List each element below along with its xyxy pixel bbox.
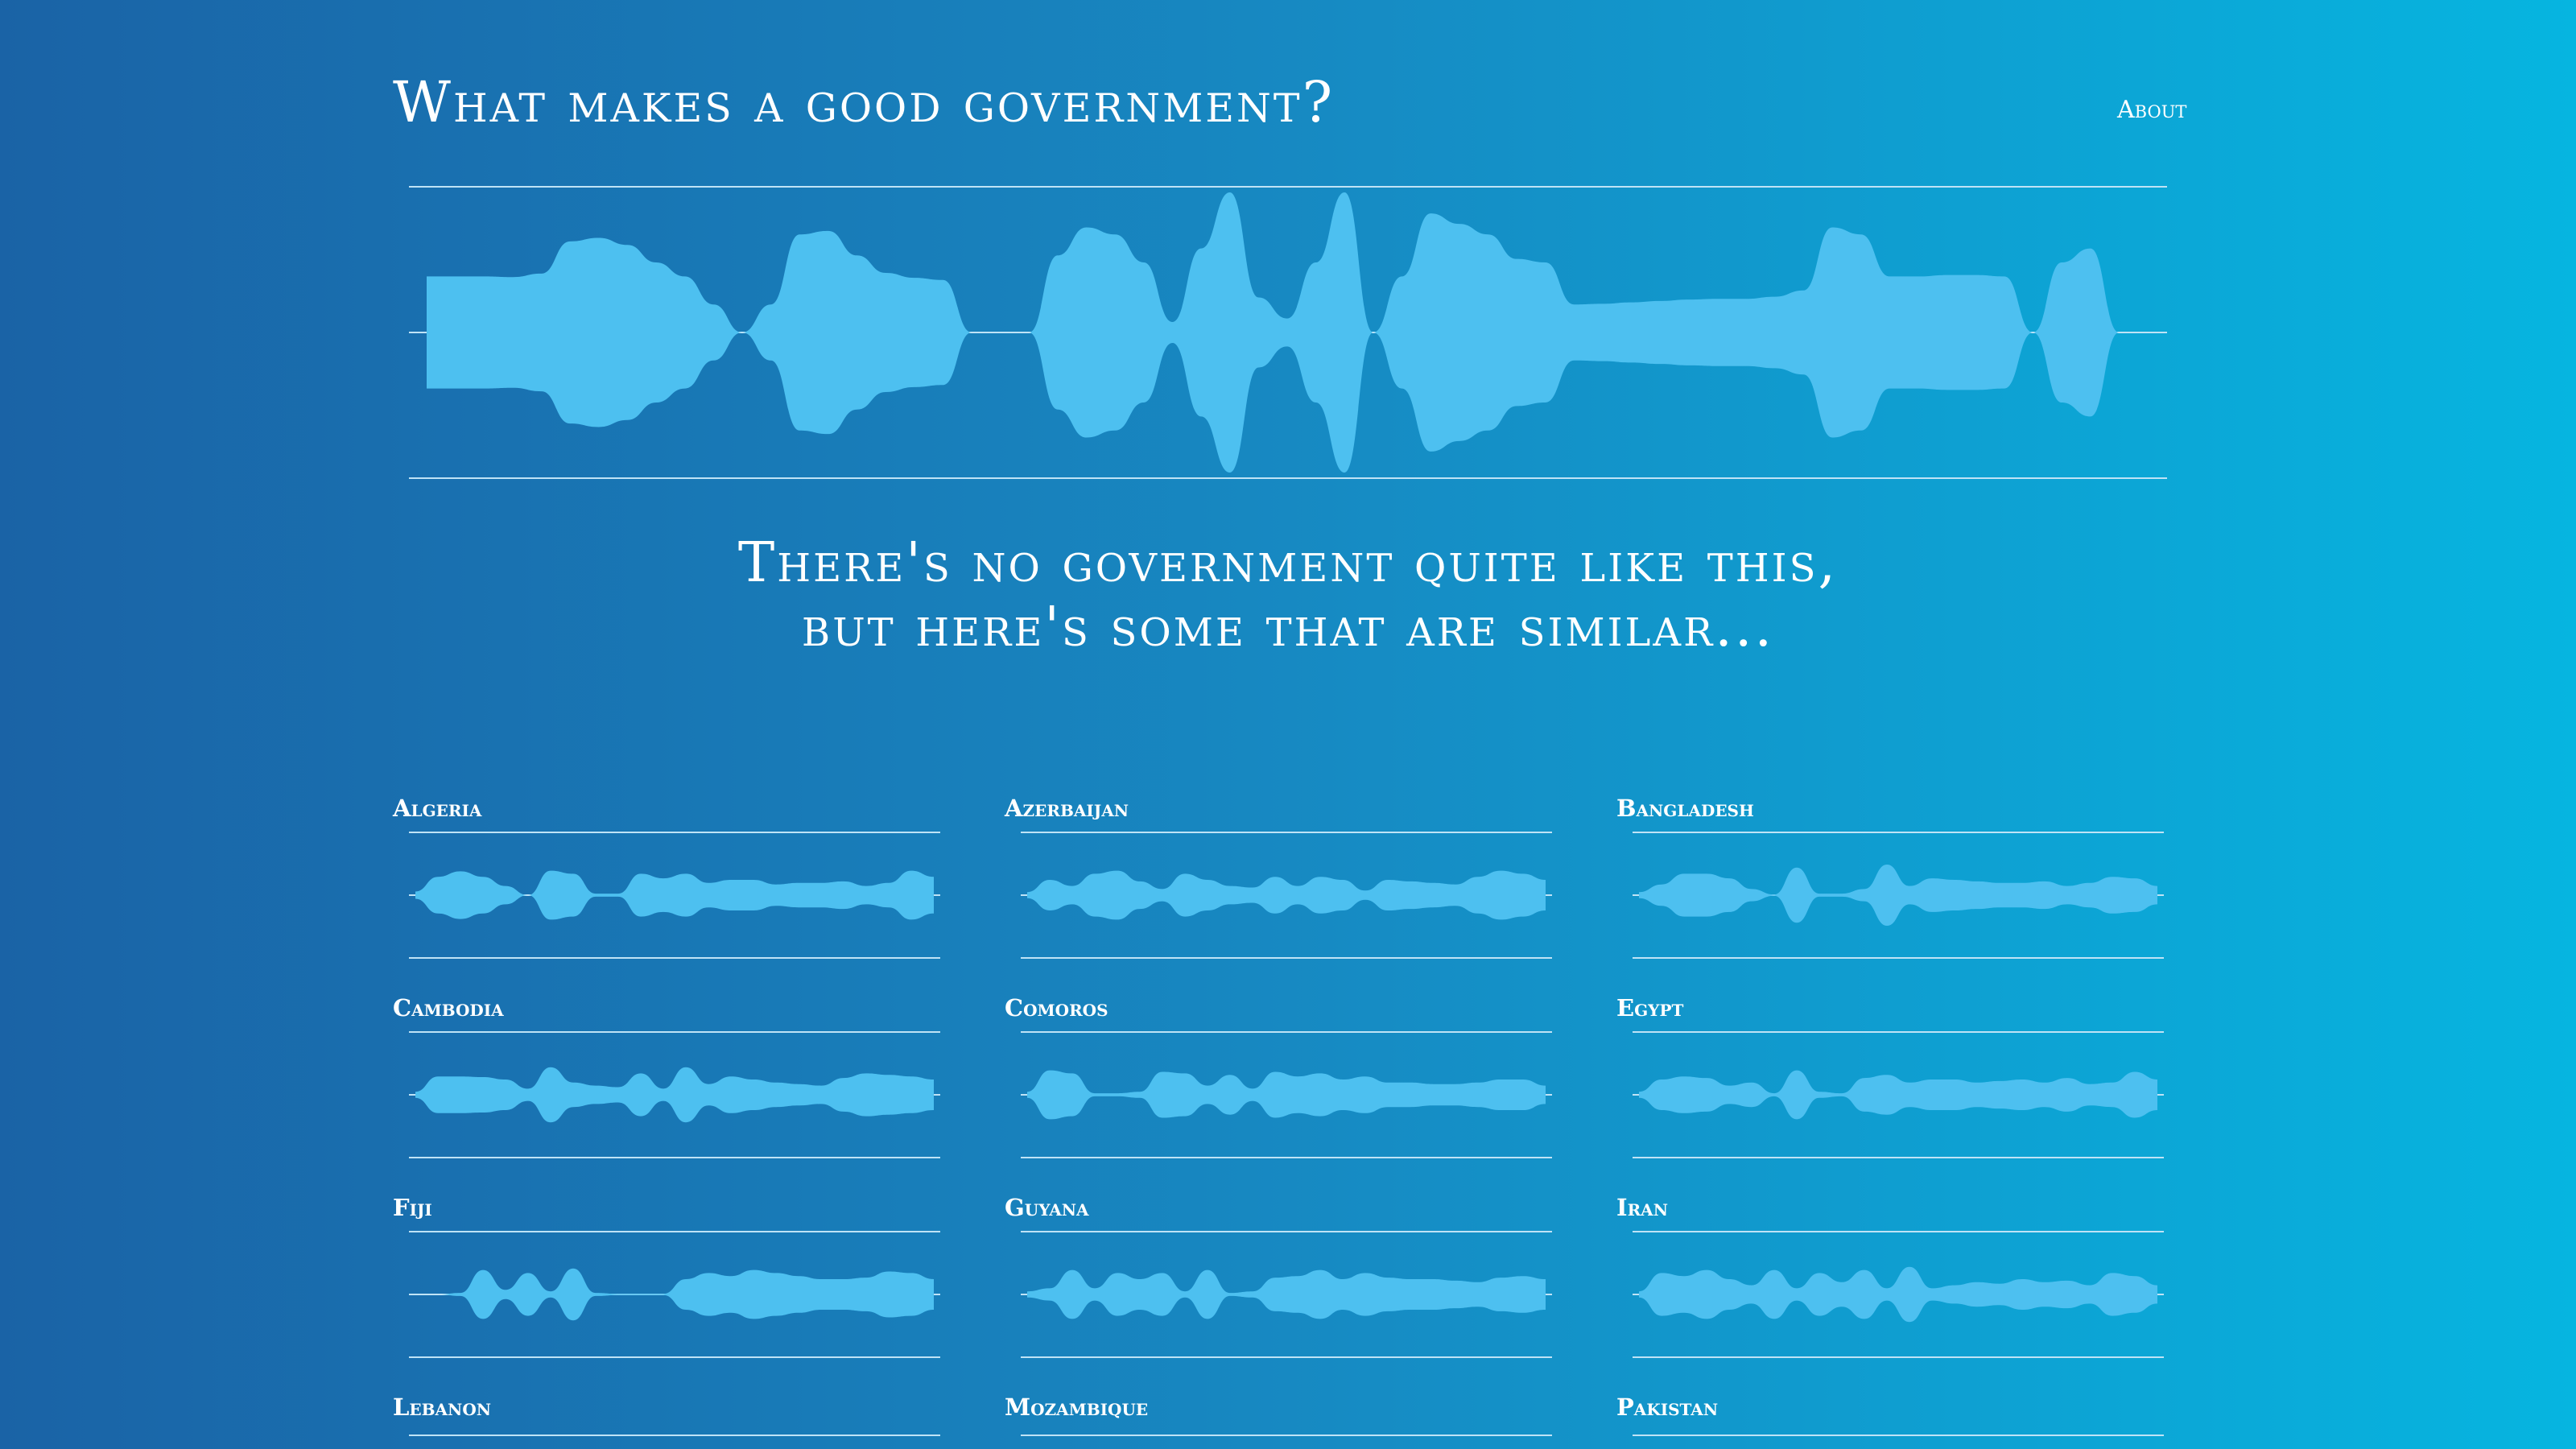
waveform-svg: [1633, 832, 2164, 959]
country-waveform: [409, 1430, 940, 1438]
country-name: Bangladesh: [1616, 795, 1754, 822]
waveform-svg: [409, 1231, 940, 1358]
country-name: Fiji: [393, 1194, 432, 1221]
country-waveform: [1633, 831, 2164, 960]
country-name: Algeria: [393, 795, 482, 822]
country-waveform: [1021, 1230, 1552, 1359]
waveform-shape: [1639, 865, 2157, 926]
country-name: Mozambique: [1005, 1393, 1149, 1421]
country-name: Egypt: [1616, 994, 1684, 1022]
country-waveform: [409, 1230, 940, 1359]
country-waveform: [1021, 831, 1552, 960]
waveform-svg: [1633, 1231, 2164, 1358]
waveform-shape: [427, 192, 2148, 473]
waveform-shape: [415, 1268, 934, 1321]
waveform-shape: [1027, 1269, 1546, 1319]
country-card-bangladesh[interactable]: Bangladesh: [1616, 797, 2164, 966]
country-name: Comoros: [1005, 994, 1108, 1022]
country-card-egypt[interactable]: Egypt: [1616, 997, 2164, 1166]
waveform-svg: [1633, 1435, 2164, 1436]
country-card-fiji[interactable]: Fiji: [393, 1196, 940, 1365]
about-link[interactable]: About: [2117, 96, 2187, 124]
waveform-shape: [1639, 1070, 2157, 1120]
main-government-waveform: [409, 185, 2167, 480]
waveform-shape: [1027, 1070, 1546, 1120]
country-card-azerbaijan[interactable]: Azerbaijan: [1005, 797, 1552, 966]
country-name: Lebanon: [393, 1393, 492, 1421]
country-card-iran[interactable]: Iran: [1616, 1196, 2164, 1365]
site-title: What makes a good government?: [393, 69, 1335, 135]
country-card-pakistan[interactable]: Pakistan: [1616, 1396, 2164, 1449]
similar-governments-heading: There's no government quite like this, b…: [737, 531, 1839, 659]
country-card-comoros[interactable]: Comoros: [1005, 997, 1552, 1166]
country-waveform: [1633, 1030, 2164, 1159]
waveform-svg: [409, 832, 940, 959]
waveform-svg: [1021, 832, 1552, 959]
country-name: Azerbaijan: [1005, 795, 1129, 822]
country-name: Cambodia: [393, 994, 504, 1022]
waveform-svg: [1021, 1435, 1552, 1436]
waveform-svg: [1021, 1031, 1552, 1158]
waveform-svg: [1633, 1031, 2164, 1158]
country-card-guyana[interactable]: Guyana: [1005, 1196, 1552, 1365]
country-card-cambodia[interactable]: Cambodia: [393, 997, 940, 1166]
country-waveform: [409, 1030, 940, 1159]
waveform-shape: [1639, 1266, 2157, 1323]
country-waveform: [409, 831, 940, 960]
waveform-svg: [1021, 1231, 1552, 1358]
waveform-shape: [1027, 870, 1546, 920]
country-waveform: [1633, 1430, 2164, 1438]
country-card-algeria[interactable]: Algeria: [393, 797, 940, 966]
waveform-svg: [409, 186, 2167, 479]
country-card-mozambique[interactable]: Mozambique: [1005, 1396, 1552, 1449]
country-waveform: [1021, 1430, 1552, 1438]
waveform-shape: [415, 1067, 934, 1123]
country-name: Pakistan: [1616, 1393, 1719, 1421]
country-waveform: [1633, 1230, 2164, 1359]
waveform-shape: [415, 870, 934, 920]
waveform-svg: [409, 1031, 940, 1158]
country-name: Iran: [1616, 1194, 1668, 1221]
waveform-svg: [409, 1435, 940, 1436]
country-card-lebanon[interactable]: Lebanon: [393, 1396, 940, 1449]
country-waveform: [1021, 1030, 1552, 1159]
country-name: Guyana: [1005, 1194, 1089, 1221]
